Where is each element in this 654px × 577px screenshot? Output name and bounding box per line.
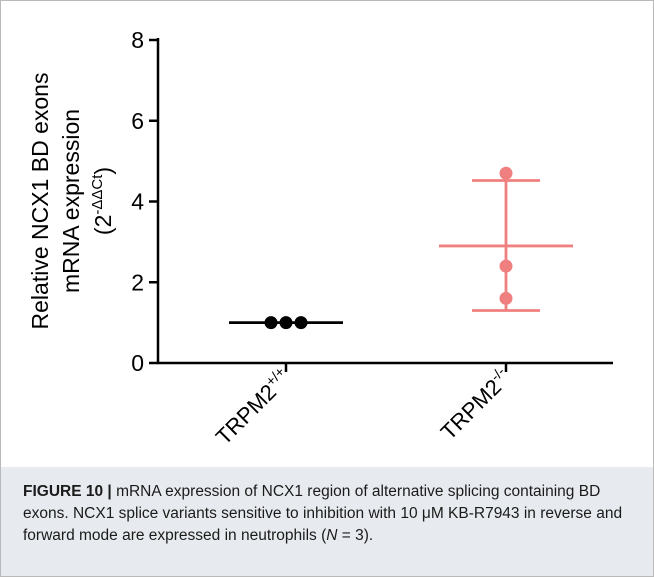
caption-n-variable: N — [326, 527, 338, 544]
y-axis-label-line1: Relative NCX1 BD exons — [27, 73, 53, 330]
y-tick-label-6: 6 — [131, 108, 144, 134]
figure-caption: FIGURE 10 | mRNA expression of NCX1 regi… — [1, 467, 653, 576]
data-point-0-0 — [264, 316, 278, 330]
caption-text: mRNA expression of NCX1 region of altern… — [23, 483, 623, 544]
y-tick-label-4: 4 — [131, 189, 144, 215]
y-tick-label-8: 8 — [131, 27, 144, 53]
caption-figure-label: FIGURE 10 — [23, 483, 104, 500]
y-axis-label-line2: mRNA expression — [58, 109, 84, 293]
x-category-label-1: TRPM2-/- — [434, 363, 515, 444]
y-tick-label-0: 0 — [131, 350, 144, 376]
data-point-1-2 — [499, 291, 513, 305]
data-point-0-2 — [294, 316, 308, 330]
scatter-chart: 0 2 4 6 8 TRPM2+/+ TRPM2-/- Relative NCX1 BD ex… — [27, 27, 613, 450]
data-point-1-0 — [499, 166, 513, 180]
caption-paragraph: FIGURE 10 | mRNA expression of NCX1 regi… — [1, 467, 653, 547]
data-point-0-1 — [279, 316, 293, 330]
caption-n-value: = 3). — [337, 527, 374, 544]
x-category-label-0: TRPM2+/+ — [209, 363, 295, 449]
y-axis-label-line3: (2-ΔΔCt) — [89, 167, 116, 235]
data-point-1-1 — [499, 259, 513, 273]
caption-separator: | — [107, 483, 112, 500]
y-tick-label-2: 2 — [131, 269, 144, 295]
